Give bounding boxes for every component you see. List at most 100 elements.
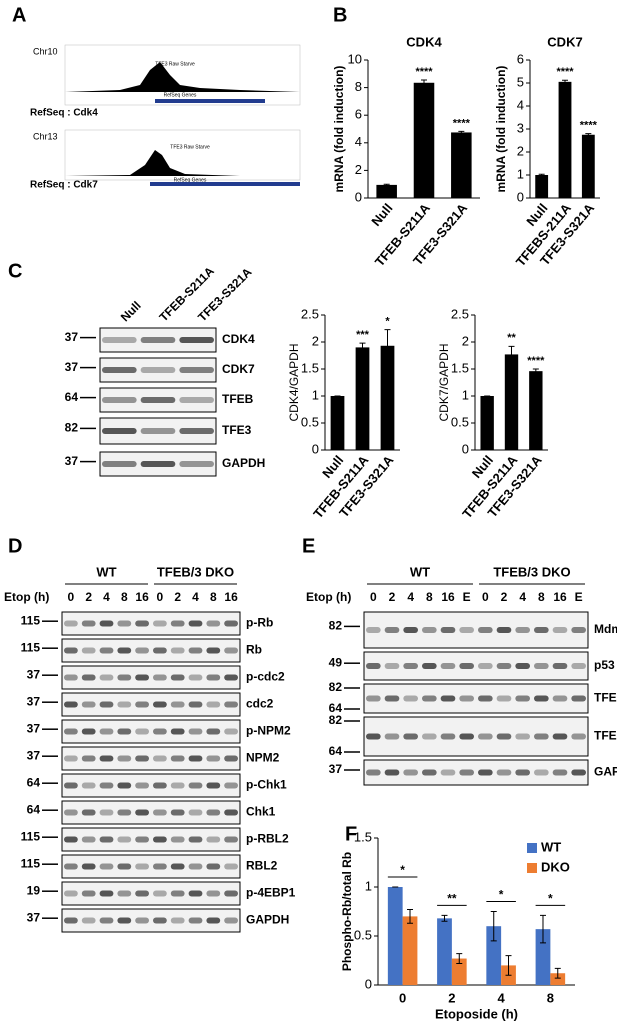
bar bbox=[558, 81, 572, 198]
band bbox=[403, 627, 418, 633]
band bbox=[64, 836, 78, 843]
row-label: TFEB bbox=[594, 729, 617, 743]
band bbox=[496, 663, 512, 669]
band bbox=[496, 695, 512, 702]
chrom-label: Chr13 bbox=[33, 131, 58, 141]
band bbox=[384, 627, 400, 633]
band bbox=[552, 733, 568, 740]
band bbox=[140, 337, 176, 343]
track-label: RefSeq Genes bbox=[174, 177, 207, 183]
band bbox=[170, 647, 185, 654]
significance: * bbox=[499, 888, 504, 902]
y-tick-label: 1 bbox=[462, 387, 469, 402]
gene-label: RefSeq : Cdk7 bbox=[30, 180, 98, 191]
band bbox=[206, 890, 221, 897]
band bbox=[188, 863, 203, 870]
band bbox=[153, 836, 167, 843]
significance: **** bbox=[453, 117, 471, 129]
band bbox=[117, 728, 132, 735]
row-label: Chk1 bbox=[246, 805, 276, 819]
blot-panel bbox=[61, 827, 241, 852]
band bbox=[188, 917, 203, 924]
lane-label: Null bbox=[118, 298, 144, 324]
band bbox=[153, 701, 167, 708]
error-bar bbox=[532, 368, 539, 374]
band bbox=[99, 647, 114, 654]
band bbox=[81, 647, 96, 654]
band bbox=[224, 809, 238, 816]
mw-marker: 37 bbox=[65, 454, 79, 468]
bar bbox=[535, 929, 551, 985]
band bbox=[478, 769, 493, 776]
legend-swatch bbox=[527, 863, 537, 873]
mw-marker: 82 bbox=[329, 680, 343, 694]
row-label: GAPDH bbox=[246, 913, 289, 927]
band bbox=[135, 620, 149, 627]
row-label: CDK4 bbox=[222, 332, 255, 346]
band bbox=[571, 627, 586, 633]
band bbox=[206, 647, 221, 654]
band bbox=[422, 769, 437, 776]
band bbox=[478, 663, 493, 669]
row-label: GAPDH bbox=[594, 765, 617, 779]
band bbox=[459, 663, 474, 669]
band bbox=[534, 663, 549, 669]
band bbox=[135, 647, 149, 654]
band bbox=[99, 674, 114, 681]
band bbox=[170, 836, 185, 843]
band bbox=[99, 728, 114, 735]
band bbox=[440, 769, 456, 776]
row-label: p-Rb bbox=[246, 616, 273, 630]
band bbox=[515, 627, 530, 633]
band bbox=[366, 769, 381, 776]
band bbox=[81, 836, 96, 843]
band bbox=[188, 647, 203, 654]
band bbox=[170, 890, 185, 897]
error-bar bbox=[458, 130, 465, 135]
y-tick-label: 0 bbox=[355, 189, 362, 204]
blot-panel bbox=[363, 683, 589, 714]
y-tick-label: 0 bbox=[462, 441, 469, 456]
y-axis-label: CDK7/GAPDH bbox=[437, 343, 451, 421]
bar bbox=[581, 134, 595, 198]
mw-marker: 49 bbox=[329, 655, 343, 669]
band bbox=[188, 620, 203, 627]
legend-label: WT bbox=[541, 839, 561, 854]
chrom-label: Chr10 bbox=[33, 46, 58, 56]
band bbox=[422, 627, 437, 633]
band bbox=[366, 695, 381, 702]
band bbox=[206, 674, 221, 681]
y-tick-label: 8 bbox=[355, 79, 362, 94]
bar bbox=[355, 347, 370, 450]
mw-marker: 115 bbox=[21, 613, 41, 627]
band bbox=[102, 337, 137, 343]
significance: **** bbox=[415, 66, 433, 78]
band bbox=[99, 890, 114, 897]
band bbox=[552, 769, 568, 776]
band bbox=[571, 695, 586, 702]
lane-label: 8 bbox=[210, 590, 217, 604]
bar bbox=[480, 396, 494, 450]
band bbox=[153, 674, 167, 681]
band bbox=[64, 728, 78, 735]
band bbox=[224, 863, 238, 870]
band bbox=[179, 337, 214, 343]
y-tick-label: 6 bbox=[517, 51, 524, 66]
chart-title: CDK4 bbox=[406, 34, 442, 49]
band bbox=[206, 728, 221, 735]
genome-track: Chr10 TFE3 Raw Starve RefSeq Genes RefSe… bbox=[30, 44, 301, 191]
row-label: NPM2 bbox=[246, 751, 280, 765]
band bbox=[224, 728, 238, 735]
y-tick-label: 2 bbox=[312, 333, 319, 348]
blot-panel bbox=[61, 908, 241, 933]
blot-panel bbox=[363, 651, 589, 681]
band bbox=[64, 647, 78, 654]
lane-label: 8 bbox=[538, 590, 545, 604]
mw-marker: 37 bbox=[27, 667, 41, 681]
error-bar bbox=[407, 909, 414, 924]
error-bar bbox=[539, 914, 546, 944]
band bbox=[206, 863, 221, 870]
row-label: p-cdc2 bbox=[246, 670, 285, 684]
y-tick-label: 6 bbox=[355, 107, 362, 122]
y-tick-label: 1 bbox=[312, 387, 319, 402]
